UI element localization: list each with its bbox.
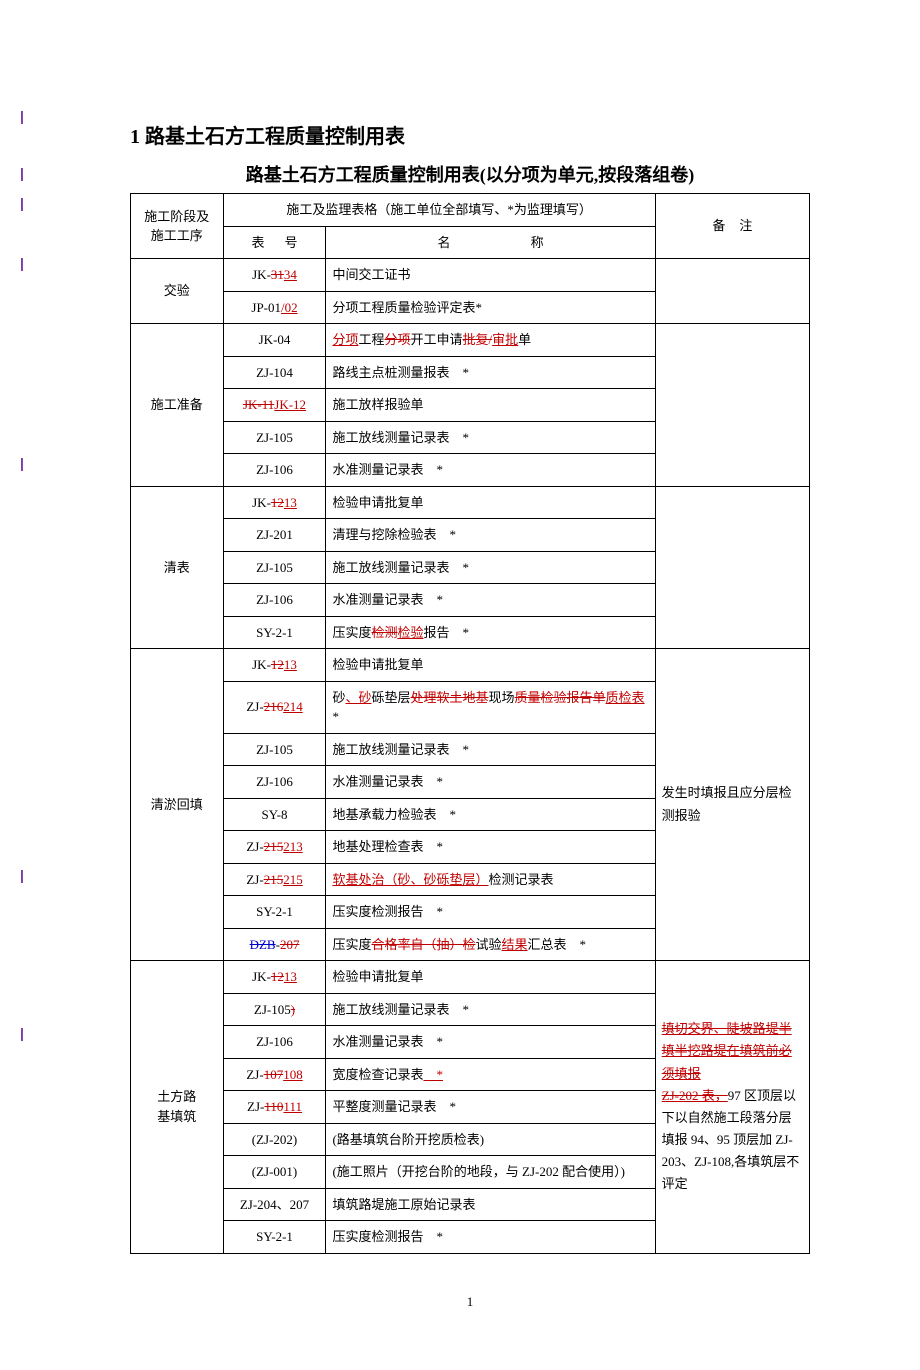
form-code: ZJ-105) bbox=[223, 993, 326, 1026]
form-name: 清理与挖除检验表 * bbox=[326, 519, 655, 552]
form-code: JP-01/02 bbox=[223, 291, 326, 324]
form-name: 压实度检测报告 * bbox=[326, 896, 655, 929]
form-name: 分项工程质量检验评定表* bbox=[326, 291, 655, 324]
form-name: 检验申请批复单 bbox=[326, 961, 655, 994]
table-row: 施工准备JK-04分项工程分项开工申请批复/审批单 bbox=[131, 324, 810, 357]
form-code: JK-1213 bbox=[223, 486, 326, 519]
form-code: ZJ-110111 bbox=[223, 1091, 326, 1124]
table-title: 路基土石方工程质量控制用表(以分项为单元,按段落组卷) bbox=[130, 161, 810, 187]
note-cell: 填切交界、陡坡路堤半填半挖路堤在填筑前必须填报ZJ-202 表，97 区顶层以下… bbox=[655, 961, 809, 1254]
form-code: SY-2-1 bbox=[223, 896, 326, 929]
form-code: ZJ-105 bbox=[223, 421, 326, 454]
form-code: JK-11JK-12 bbox=[223, 389, 326, 422]
phase-cell: 清淤回填 bbox=[131, 649, 224, 961]
form-code: JK-1213 bbox=[223, 961, 326, 994]
form-name: 施工放线测量记录表 * bbox=[326, 993, 655, 1026]
hdr-code: 表号 bbox=[223, 226, 326, 259]
revision-mark: | bbox=[20, 867, 24, 883]
quality-control-table: 施工阶段及施工工序施工及监理表格（施工单位全部填写、*为监理填写）备注表号名称交… bbox=[130, 193, 810, 1254]
form-name: 检验申请批复单 bbox=[326, 649, 655, 682]
form-code: SY-2-1 bbox=[223, 1221, 326, 1254]
form-name: 软基处治（砂、砂砾垫层）检测记录表 bbox=[326, 863, 655, 896]
form-code: (ZJ-202) bbox=[223, 1123, 326, 1156]
form-code: ZJ-105 bbox=[223, 551, 326, 584]
form-code: ZJ-106 bbox=[223, 766, 326, 799]
hdr-phase: 施工阶段及施工工序 bbox=[131, 194, 224, 259]
form-code: ZJ-216214 bbox=[223, 681, 326, 733]
form-name: 分项工程分项开工申请批复/审批单 bbox=[326, 324, 655, 357]
revision-mark: | bbox=[20, 255, 24, 271]
table-row: 交验JK-3134中间交工证书 bbox=[131, 259, 810, 292]
form-code: ZJ-201 bbox=[223, 519, 326, 552]
form-name: (施工照片（开挖台阶的地段，与 ZJ-202 配合使用）) bbox=[326, 1156, 655, 1189]
form-code: ZJ-107108 bbox=[223, 1058, 326, 1091]
form-code: ZJ-106 bbox=[223, 454, 326, 487]
form-name: 施工放线测量记录表 * bbox=[326, 421, 655, 454]
form-name: 水准测量记录表 * bbox=[326, 1026, 655, 1059]
form-name: 中间交工证书 bbox=[326, 259, 655, 292]
revision-mark: | bbox=[20, 195, 24, 211]
revision-mark: | bbox=[20, 108, 24, 124]
note-cell bbox=[655, 324, 809, 487]
note-cell bbox=[655, 486, 809, 649]
revision-mark: | bbox=[20, 165, 24, 181]
form-name: (路基填筑台阶开挖质检表) bbox=[326, 1123, 655, 1156]
form-code: ZJ-204、207 bbox=[223, 1188, 326, 1221]
form-name: 地基处理检查表 * bbox=[326, 831, 655, 864]
phase-cell: 施工准备 bbox=[131, 324, 224, 487]
form-code: ZJ-215215 bbox=[223, 863, 326, 896]
revision-mark: | bbox=[20, 1025, 24, 1041]
form-code: ZJ-104 bbox=[223, 356, 326, 389]
table-row: 清淤回填JK-1213检验申请批复单发生时填报且应分层检测报验 bbox=[131, 649, 810, 682]
section-heading: 1 路基土石方工程质量控制用表 bbox=[130, 120, 810, 149]
revision-mark: | bbox=[20, 455, 24, 471]
form-name: 路线主点桩测量报表 * bbox=[326, 356, 655, 389]
phase-cell: 土方路基填筑 bbox=[131, 961, 224, 1254]
form-name: 施工放线测量记录表 * bbox=[326, 733, 655, 766]
hdr-note: 备注 bbox=[655, 194, 809, 259]
form-name: 宽度检查记录表 * bbox=[326, 1058, 655, 1091]
form-name: 压实度检测报告 * bbox=[326, 1221, 655, 1254]
hdr-forms: 施工及监理表格（施工单位全部填写、*为监理填写） bbox=[223, 194, 655, 227]
form-name: 压实度检测检验报告 * bbox=[326, 616, 655, 649]
form-name: 水准测量记录表 * bbox=[326, 454, 655, 487]
form-code: (ZJ-001) bbox=[223, 1156, 326, 1189]
form-name: 压实度合格率自（抽）检试验结果汇总表 * bbox=[326, 928, 655, 961]
table-row: 土方路基填筑JK-1213检验申请批复单填切交界、陡坡路堤半填半挖路堤在填筑前必… bbox=[131, 961, 810, 994]
form-name: 检验申请批复单 bbox=[326, 486, 655, 519]
form-code: ZJ-106 bbox=[223, 584, 326, 617]
form-code: JK-1213 bbox=[223, 649, 326, 682]
form-name: 填筑路堤施工原始记录表 bbox=[326, 1188, 655, 1221]
form-code: JK-04 bbox=[223, 324, 326, 357]
note-cell: 发生时填报且应分层检测报验 bbox=[655, 649, 809, 961]
form-name: 水准测量记录表 * bbox=[326, 584, 655, 617]
note-cell bbox=[655, 259, 809, 324]
form-name: 地基承载力检验表 * bbox=[326, 798, 655, 831]
form-code: JK-3134 bbox=[223, 259, 326, 292]
form-code: SY-2-1 bbox=[223, 616, 326, 649]
table-row: 清表JK-1213检验申请批复单 bbox=[131, 486, 810, 519]
form-name: 施工放线测量记录表 * bbox=[326, 551, 655, 584]
form-name: 水准测量记录表 * bbox=[326, 766, 655, 799]
form-name: 施工放样报验单 bbox=[326, 389, 655, 422]
form-name: 平整度测量记录表 * bbox=[326, 1091, 655, 1124]
form-code: DZB-207 bbox=[223, 928, 326, 961]
form-code: SY-8 bbox=[223, 798, 326, 831]
form-code: ZJ-106 bbox=[223, 1026, 326, 1059]
form-code: ZJ-215213 bbox=[223, 831, 326, 864]
phase-cell: 交验 bbox=[131, 259, 224, 324]
form-name: 砂、砂砾垫层处理软土地基现场质量检验报告单质检表* bbox=[326, 681, 655, 733]
phase-cell: 清表 bbox=[131, 486, 224, 649]
form-code: ZJ-105 bbox=[223, 733, 326, 766]
hdr-name: 名称 bbox=[326, 226, 655, 259]
